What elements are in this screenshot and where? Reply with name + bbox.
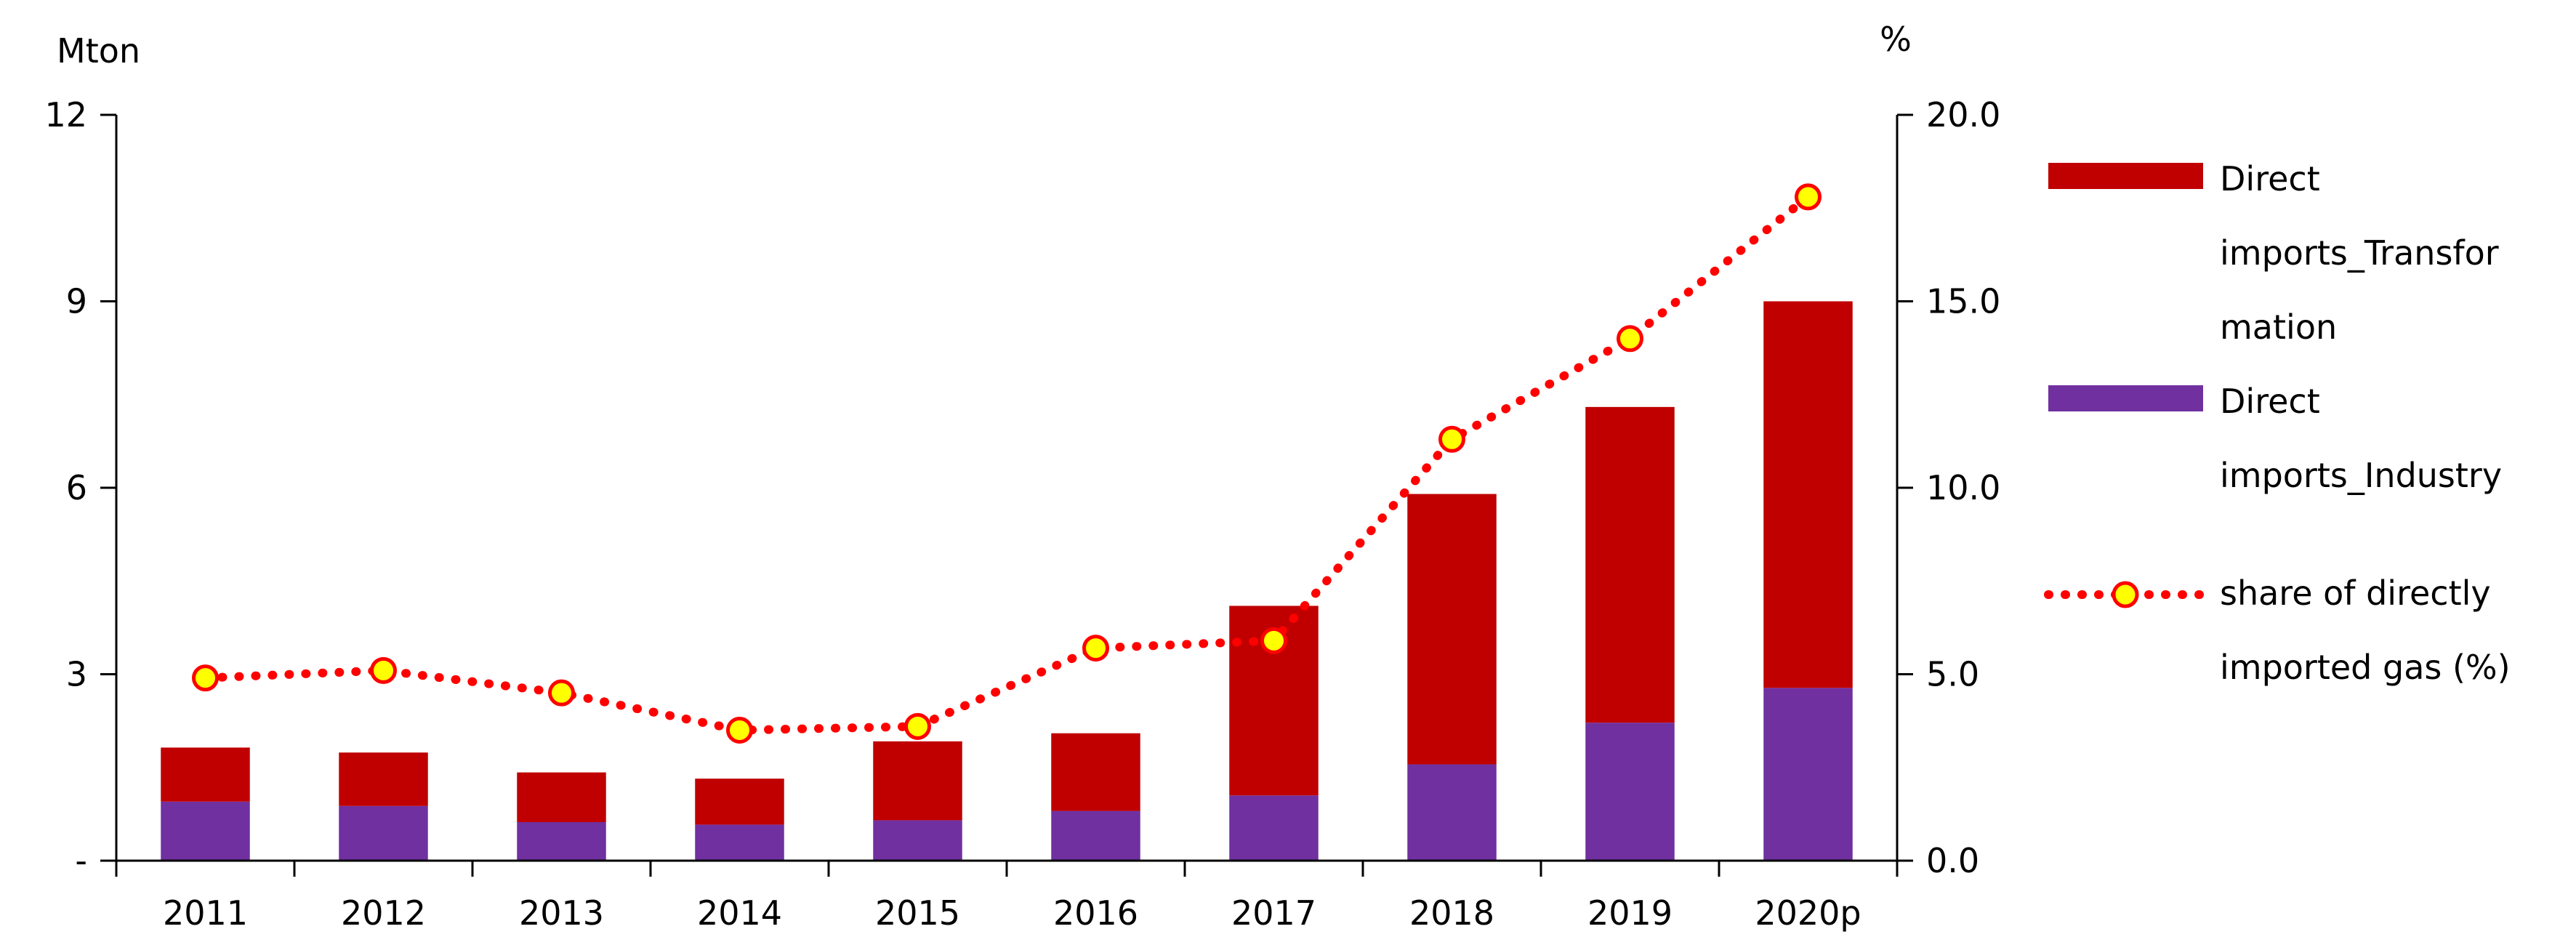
bar-industry-2011 — [161, 801, 250, 861]
share-point-2019 — [1617, 325, 1643, 353]
share-point-2015 — [904, 712, 931, 740]
x-tick-label: 2016 — [1053, 893, 1138, 933]
legend-marker — [2112, 581, 2139, 608]
x-tick-label: 2011 — [163, 893, 248, 933]
share-point-2013 — [548, 679, 575, 707]
share-line — [201, 192, 1813, 735]
bar-industry-2013 — [517, 821, 606, 861]
bar-transformation-2012 — [339, 752, 428, 806]
legend-label: Direct — [2220, 159, 2320, 198]
x-tick-label: 2018 — [1409, 893, 1494, 933]
x-tick-label: 2014 — [697, 893, 782, 933]
right-axis-label: % — [1880, 20, 1912, 59]
bar-industry-2015 — [873, 820, 962, 861]
x-tick-label: 2012 — [341, 893, 426, 933]
bar-industry-2019 — [1585, 723, 1675, 861]
bar-transformation-2013 — [517, 772, 606, 822]
bar-industry-2017 — [1229, 795, 1319, 861]
bar-transformation-2014 — [695, 779, 784, 825]
left-tick-label: - — [75, 841, 87, 880]
legend-label: imports_Industry — [2220, 456, 2502, 495]
bar-transformation-2019 — [1585, 406, 1675, 723]
left-axis-label: Mton — [57, 31, 140, 71]
bar-transformation-2018 — [1407, 494, 1497, 765]
legend-label: mation — [2220, 307, 2337, 347]
left-tick-label: 3 — [66, 655, 87, 694]
bar-transformation-2016 — [1051, 733, 1140, 811]
bar-transformation-2015 — [873, 741, 962, 821]
legend-label: imports_Transfor — [2220, 233, 2499, 273]
left-tick-label: 9 — [66, 282, 87, 321]
left-tick-label: 12 — [44, 95, 87, 134]
legend-label: Direct — [2220, 382, 2320, 421]
x-tick-label: 2017 — [1231, 893, 1316, 933]
legend-item: Direct imports_Industry — [2048, 382, 2502, 495]
legend-item: share of directly imported gas (%) — [2044, 574, 2511, 687]
right-tick-label: 0.0 — [1926, 841, 1979, 880]
x-tick-label: 2015 — [875, 893, 960, 933]
bars-layer — [161, 301, 1853, 861]
bar-transformation-2011 — [161, 747, 250, 802]
share-point-2014 — [726, 716, 753, 744]
share-point-2011 — [192, 664, 219, 692]
bar-industry-2012 — [339, 805, 428, 861]
x-tick-label: 2020p — [1755, 893, 1861, 933]
right-tick-label: 15.0 — [1926, 282, 2000, 321]
left-tick-label: 6 — [66, 468, 87, 507]
legend-label: share of directly — [2220, 574, 2491, 613]
right-tick-label: 10.0 — [1926, 468, 2000, 507]
share-point-2016 — [1082, 635, 1109, 662]
bar-transformation-2020p — [1763, 301, 1853, 688]
legend-swatch — [2048, 163, 2203, 189]
x-tick-label: 2013 — [519, 893, 604, 933]
right-tick-label: 5.0 — [1926, 655, 1979, 694]
share-point-2012 — [370, 656, 397, 684]
legend-swatch — [2048, 385, 2203, 411]
right-tick-label: 20.0 — [1926, 95, 2000, 134]
x-tick-label: 2019 — [1587, 893, 1673, 933]
share-point-2020p — [1795, 183, 1822, 211]
bar-industry-2014 — [695, 824, 784, 861]
bar-industry-2018 — [1407, 764, 1497, 861]
bar-industry-2020p — [1763, 688, 1853, 861]
share-point-2017 — [1260, 627, 1287, 654]
share-line-layer — [192, 183, 1822, 744]
bar-industry-2016 — [1051, 811, 1140, 861]
axes-layer: - 3 6 9 12 0.0 5.0 10.0 15.0 20.0 2011 2012 2013 2014… — [44, 20, 2000, 933]
legend-label: imported gas (%) — [2220, 648, 2511, 687]
share-point-2018 — [1438, 425, 1465, 453]
